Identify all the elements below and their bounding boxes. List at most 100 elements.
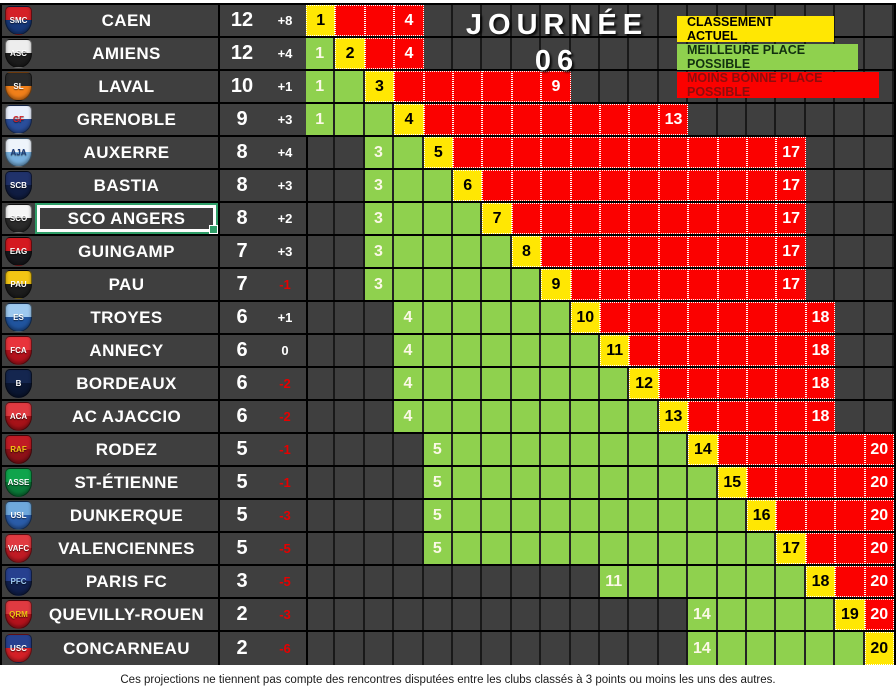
position-cell-1[interactable]: 1 — [306, 71, 336, 102]
position-cell-15[interactable] — [717, 302, 747, 333]
position-cell-6[interactable] — [452, 500, 483, 531]
position-cell-15[interactable] — [717, 632, 747, 665]
position-cell-8[interactable] — [511, 203, 542, 234]
position-cell-14[interactable] — [688, 401, 718, 432]
position-cell-19[interactable] — [835, 632, 865, 665]
position-cell-10[interactable] — [570, 104, 600, 135]
position-cell-8[interactable] — [511, 137, 542, 168]
team-name-cell[interactable]: AMIENS — [35, 38, 218, 69]
position-cell-6[interactable] — [452, 632, 483, 665]
team-name-cell[interactable]: QUEVILLY-ROUEN — [35, 599, 218, 630]
position-cell-3[interactable]: 3 — [364, 203, 395, 234]
position-cell-14[interactable] — [688, 335, 718, 366]
team-goal-diff-cell[interactable]: -3 — [264, 500, 306, 531]
team-goal-diff-cell[interactable]: 0 — [264, 335, 306, 366]
position-cell-16[interactable] — [746, 170, 777, 201]
position-cell-8[interactable] — [511, 566, 542, 597]
position-cell-1[interactable] — [306, 467, 336, 498]
team-points-cell[interactable]: 12 — [218, 5, 264, 36]
team-name-cell[interactable]: RODEZ — [35, 434, 218, 465]
position-cell-16[interactable] — [746, 599, 777, 630]
team-name-cell[interactable]: CAEN — [35, 5, 218, 36]
position-cell-19[interactable] — [835, 533, 865, 564]
position-cell-11[interactable] — [599, 104, 630, 135]
position-cell-9[interactable] — [541, 401, 571, 432]
position-cell-13[interactable]: 13 — [658, 104, 689, 135]
position-cell-5[interactable]: 5 — [423, 500, 453, 531]
position-cell-13[interactable] — [658, 533, 689, 564]
position-cell-5[interactable]: 5 — [423, 467, 453, 498]
position-cell-1[interactable] — [306, 632, 336, 665]
position-cell-8[interactable] — [511, 467, 542, 498]
position-cell-4[interactable] — [394, 71, 424, 102]
position-cell-2[interactable] — [335, 236, 365, 267]
position-cell-14[interactable]: 14 — [688, 434, 718, 465]
position-cell-2[interactable] — [335, 335, 365, 366]
position-cell-12[interactable] — [629, 137, 659, 168]
position-cell-3[interactable] — [364, 38, 395, 69]
position-cell-18[interactable] — [805, 467, 836, 498]
position-cell-11[interactable] — [599, 5, 630, 36]
position-cell-3[interactable] — [364, 335, 395, 366]
position-cell-8[interactable] — [511, 104, 542, 135]
team-points-cell[interactable]: 6 — [218, 335, 264, 366]
position-cell-12[interactable] — [629, 434, 659, 465]
position-cell-9[interactable] — [541, 368, 571, 399]
position-cell-7[interactable] — [482, 71, 512, 102]
team-name-cell[interactable]: AUXERRE — [35, 137, 218, 168]
position-cell-18[interactable]: 18 — [805, 401, 836, 432]
position-cell-17[interactable] — [776, 401, 806, 432]
position-cell-16[interactable] — [746, 401, 777, 432]
team-goal-diff-cell[interactable]: +4 — [264, 38, 306, 69]
team-goal-diff-cell[interactable]: -1 — [264, 467, 306, 498]
position-cell-1[interactable] — [306, 236, 336, 267]
team-points-cell[interactable]: 2 — [218, 599, 264, 630]
position-cell-20[interactable]: 20 — [864, 467, 894, 498]
position-cell-19[interactable] — [835, 467, 865, 498]
position-cell-7[interactable] — [482, 401, 512, 432]
team-goal-diff-cell[interactable]: -5 — [264, 566, 306, 597]
position-cell-16[interactable] — [746, 533, 777, 564]
position-cell-10[interactable] — [570, 599, 600, 630]
team-points-cell[interactable]: 12 — [218, 38, 264, 69]
position-cell-12[interactable]: 12 — [629, 368, 659, 399]
position-cell-8[interactable] — [511, 302, 542, 333]
position-cell-3[interactable] — [364, 533, 395, 564]
team-name-cell[interactable]: ST-ÉTIENNE — [35, 467, 218, 498]
position-cell-15[interactable] — [717, 599, 747, 630]
position-cell-7[interactable] — [482, 302, 512, 333]
position-cell-14[interactable] — [688, 104, 718, 135]
position-cell-15[interactable] — [717, 533, 747, 564]
position-cell-7[interactable] — [482, 632, 512, 665]
position-cell-14[interactable] — [688, 368, 718, 399]
position-cell-18[interactable] — [805, 269, 836, 300]
position-cell-9[interactable] — [541, 533, 571, 564]
position-cell-18[interactable] — [805, 533, 836, 564]
position-cell-15[interactable] — [717, 434, 747, 465]
position-cell-5[interactable]: 5 — [423, 533, 453, 564]
position-cell-4[interactable]: 4 — [394, 401, 424, 432]
position-cell-2[interactable] — [335, 599, 365, 630]
position-cell-19[interactable] — [835, 5, 865, 36]
position-cell-14[interactable] — [688, 269, 718, 300]
position-cell-7[interactable] — [482, 566, 512, 597]
position-cell-9[interactable] — [541, 632, 571, 665]
position-cell-7[interactable] — [482, 500, 512, 531]
position-cell-4[interactable]: 4 — [394, 302, 424, 333]
position-cell-14[interactable] — [688, 170, 718, 201]
position-cell-3[interactable] — [364, 302, 395, 333]
position-cell-12[interactable] — [629, 467, 659, 498]
position-cell-1[interactable] — [306, 401, 336, 432]
position-cell-4[interactable] — [394, 170, 424, 201]
position-cell-11[interactable] — [599, 137, 630, 168]
position-cell-16[interactable] — [746, 104, 777, 135]
position-cell-3[interactable] — [364, 104, 395, 135]
position-cell-9[interactable] — [541, 104, 571, 135]
position-cell-11[interactable] — [599, 71, 630, 102]
position-cell-16[interactable] — [746, 302, 777, 333]
position-cell-15[interactable]: 15 — [717, 467, 747, 498]
position-cell-1[interactable] — [306, 434, 336, 465]
position-cell-10[interactable] — [570, 500, 600, 531]
position-cell-10[interactable] — [570, 137, 600, 168]
position-cell-3[interactable] — [364, 566, 395, 597]
